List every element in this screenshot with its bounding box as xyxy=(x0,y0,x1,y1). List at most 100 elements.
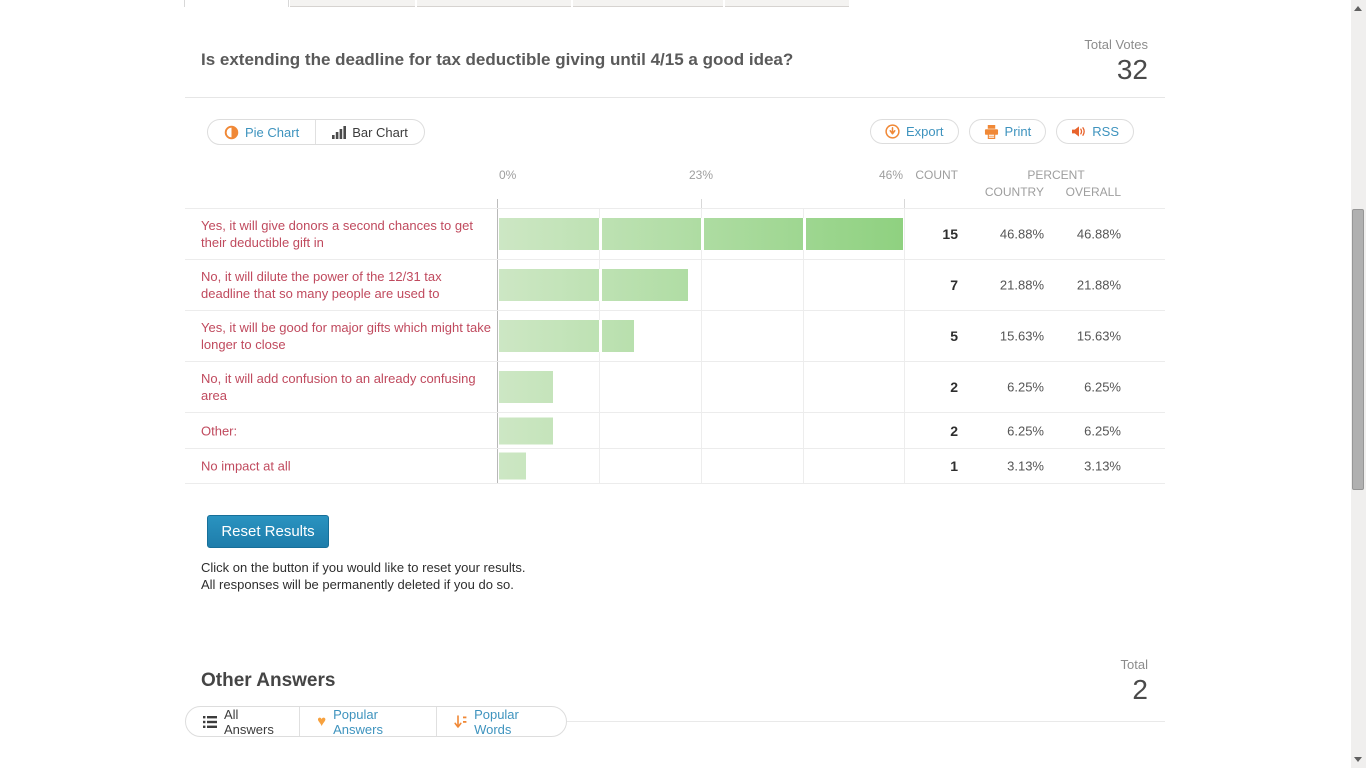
result-bar xyxy=(499,452,526,480)
count-value: 15 xyxy=(942,226,958,242)
top-tab-5[interactable] xyxy=(725,0,849,7)
chart-axis-labels: 0% 23% 46% xyxy=(497,168,905,182)
scrollbar-down-arrow[interactable] xyxy=(1354,757,1362,762)
scrollbar-up-arrow[interactable] xyxy=(1354,6,1362,11)
result-row: No impact at all 1 3.13% 3.13% xyxy=(185,448,1165,484)
print-label: Print xyxy=(1004,124,1032,139)
results-rows: Yes, it will give donors a second chance… xyxy=(185,208,1165,484)
other-answers-total-label: Total xyxy=(1120,657,1148,672)
result-row: No, it will add confusion to an already … xyxy=(185,361,1165,412)
vertical-scrollbar[interactable] xyxy=(1351,0,1366,768)
top-tab-4[interactable] xyxy=(573,0,723,7)
sort-words-icon xyxy=(454,714,467,729)
axis-tick-0: 0% xyxy=(499,168,517,182)
axis-tickmark-0 xyxy=(497,199,498,208)
axis-tickmark-46 xyxy=(904,199,905,208)
answer-label: Yes, it will give donors a second chance… xyxy=(201,218,473,250)
result-row: Yes, it will give donors a second chance… xyxy=(185,208,1165,259)
popular-words-label: Popular Words xyxy=(474,706,519,737)
country-percent: 6.25% xyxy=(1007,379,1044,395)
overall-percent: 15.63% xyxy=(1076,328,1121,344)
overall-percent: 46.88% xyxy=(1076,226,1121,242)
bar-track xyxy=(497,260,905,310)
country-percent: 21.88% xyxy=(999,277,1044,293)
country-percent: 6.25% xyxy=(1007,423,1044,438)
list-icon xyxy=(203,715,217,728)
overall-percent: 21.88% xyxy=(1076,277,1121,293)
result-bar xyxy=(499,320,634,352)
result-bar xyxy=(499,218,903,250)
percent-column-header: PERCENT xyxy=(1027,168,1085,182)
count-value: 2 xyxy=(950,379,958,395)
reset-description-line2: All responses will be permanently delete… xyxy=(201,577,514,592)
answer-label: No, it will add confusion to an already … xyxy=(201,371,476,403)
chart-type-toggle: Pie Chart Bar Chart xyxy=(207,119,425,145)
count-column-header: COUNT xyxy=(915,168,958,182)
bar-track xyxy=(497,413,905,448)
tab-popular-answers[interactable]: ♥ Popular Answers xyxy=(299,706,436,737)
bar-track xyxy=(497,209,905,259)
total-votes: Total Votes 32 xyxy=(1084,37,1148,86)
other-answers-title: Other Answers xyxy=(201,670,336,691)
other-answers-total-value: 2 xyxy=(1132,674,1148,705)
total-votes-value: 32 xyxy=(1116,54,1148,85)
count-value: 2 xyxy=(950,422,958,439)
count-value: 5 xyxy=(950,328,958,344)
country-percent: 15.63% xyxy=(999,328,1044,344)
bar-chart-label: Bar Chart xyxy=(352,124,408,140)
result-bar xyxy=(499,371,553,403)
other-answers-tabbar: All Answers ♥ Popular Answers Popular Wo… xyxy=(185,706,567,737)
tab-popular-words[interactable]: Popular Words xyxy=(436,706,566,737)
axis-tickmark-23 xyxy=(701,199,702,208)
top-tab-3[interactable] xyxy=(417,0,571,7)
bar-track xyxy=(497,362,905,412)
heart-icon: ♥ xyxy=(317,713,327,730)
bar-chart-icon xyxy=(332,125,347,139)
axis-tick-46: 46% xyxy=(878,168,903,182)
result-bar xyxy=(499,269,688,301)
result-row: Yes, it will be good for major gifts whi… xyxy=(185,310,1165,361)
pie-chart-icon xyxy=(224,125,239,140)
header-divider xyxy=(185,97,1165,98)
country-column-header: COUNTRY xyxy=(984,185,1044,199)
axis-tick-23: 23% xyxy=(688,168,714,182)
total-votes-label: Total Votes xyxy=(1084,37,1148,52)
answer-label: Yes, it will be good for major gifts whi… xyxy=(201,320,491,352)
tab-all-answers[interactable]: All Answers xyxy=(186,706,299,737)
top-tab-active[interactable] xyxy=(184,0,289,7)
poll-question-title: Is extending the deadline for tax deduct… xyxy=(201,50,794,69)
pie-chart-button[interactable]: Pie Chart xyxy=(208,120,315,144)
pie-chart-label: Pie Chart xyxy=(245,124,300,140)
rss-speaker-icon xyxy=(1071,125,1086,138)
answer-label: Other: xyxy=(201,423,238,438)
answer-label: No, it will dilute the power of the 12/3… xyxy=(201,269,442,301)
overall-percent: 6.25% xyxy=(1084,379,1121,395)
other-answers-panel-border xyxy=(567,721,1165,722)
result-row: Other: 2 6.25% 6.25% xyxy=(185,412,1165,448)
export-button[interactable]: Export xyxy=(869,119,959,144)
reset-description-line1: Click on the button if you would like to… xyxy=(201,560,526,575)
count-value: 1 xyxy=(950,458,958,474)
count-value: 7 xyxy=(950,277,958,293)
export-icon xyxy=(885,124,900,139)
bar-chart-button[interactable]: Bar Chart xyxy=(315,120,424,144)
bar-track xyxy=(497,311,905,361)
toolbar-actions: Export Print RSS xyxy=(869,119,1134,144)
country-percent: 46.88% xyxy=(999,226,1044,242)
popular-answers-label: Popular Answers xyxy=(333,706,383,737)
top-tab-strip xyxy=(0,0,1366,8)
print-icon xyxy=(984,124,999,139)
country-percent: 3.13% xyxy=(1007,458,1044,474)
top-tab-2[interactable] xyxy=(290,0,415,7)
overall-percent: 6.25% xyxy=(1084,423,1121,438)
scrollbar-thumb[interactable] xyxy=(1352,209,1364,490)
rss-label: RSS xyxy=(1092,124,1119,139)
result-bar xyxy=(499,417,553,444)
overall-percent: 3.13% xyxy=(1084,458,1121,474)
reset-results-button[interactable]: Reset Results xyxy=(207,515,329,548)
print-button[interactable]: Print xyxy=(968,119,1047,144)
rss-button[interactable]: RSS xyxy=(1056,119,1134,144)
all-answers-label: All Answers xyxy=(224,706,274,737)
bar-track xyxy=(497,449,905,483)
